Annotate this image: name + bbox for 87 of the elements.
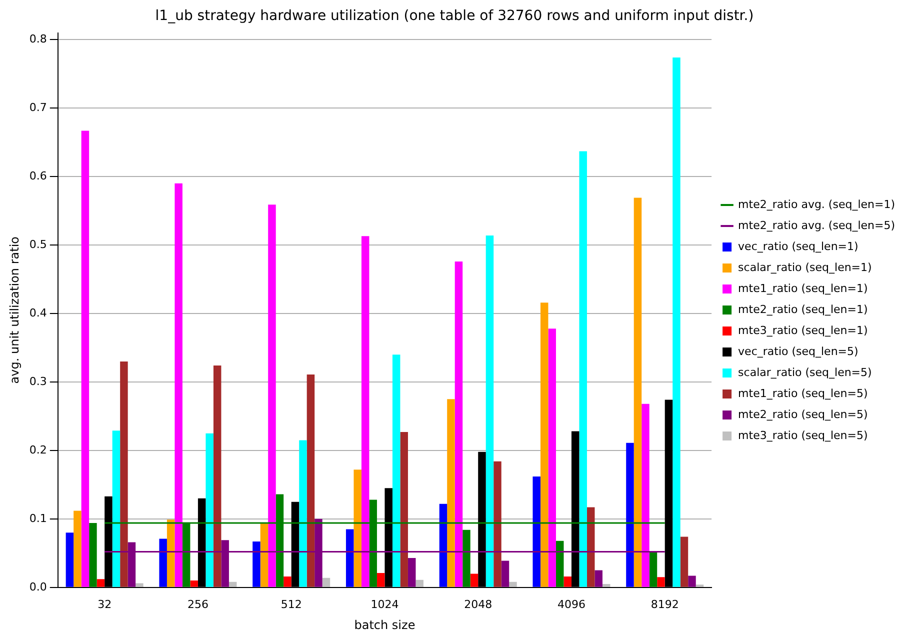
x-tick-label: 32 [98, 598, 112, 611]
bar [579, 151, 587, 587]
bar [540, 302, 548, 587]
bar [509, 582, 517, 587]
legend-label: vec_ratio (seq_len=5) [738, 344, 858, 358]
bar [81, 130, 90, 587]
legend-label: mte2_ratio (seq_len=1) [738, 302, 868, 316]
x-axis-title: batch size [354, 618, 416, 632]
bar [447, 399, 455, 587]
bar [120, 361, 128, 587]
bar [96, 579, 105, 587]
y-tick-label: 0.6 [29, 169, 47, 182]
y-tick-label: 0.7 [29, 100, 47, 114]
bar [376, 573, 385, 587]
bar [206, 433, 214, 587]
x-tick-label: 512 [280, 598, 302, 611]
bar [252, 542, 260, 587]
x-tick-label: 2048 [464, 598, 492, 611]
y-tick-label: 0.2 [29, 443, 47, 456]
bar [166, 520, 175, 587]
bar [486, 235, 494, 587]
x-tick-label: 1024 [370, 598, 399, 611]
bar [649, 552, 658, 587]
bar [190, 580, 198, 587]
bar [532, 476, 540, 587]
bar [284, 576, 292, 587]
bar [602, 584, 610, 587]
bar [322, 578, 330, 587]
bar [556, 540, 564, 587]
y-tick-label: 0.5 [29, 238, 47, 251]
bar [470, 574, 478, 587]
legend-label: mte3_ratio (seq_len=5) [738, 428, 868, 442]
bar [439, 504, 448, 587]
bar [454, 261, 463, 587]
bar [672, 57, 680, 587]
bar [657, 577, 665, 587]
bar [136, 583, 144, 587]
legend-label: mte1_ratio (seq_len=5) [738, 386, 868, 400]
y-tick-label: 0.0 [29, 580, 47, 594]
bar [462, 530, 470, 587]
bar [564, 576, 572, 587]
legend-label: mte3_ratio (seq_len=1) [738, 324, 868, 337]
bar [501, 560, 510, 587]
bar [680, 536, 688, 587]
bar [306, 374, 315, 587]
x-tick-label: 256 [187, 598, 208, 611]
y-tick-label: 0.8 [29, 32, 47, 46]
bar [159, 538, 167, 587]
legend-label: vec_ratio (seq_len=1) [738, 240, 858, 253]
bar [548, 328, 556, 587]
bar [354, 470, 362, 587]
y-tick-label: 0.4 [29, 306, 47, 320]
bar [213, 366, 222, 587]
y-tick-label: 0.1 [29, 512, 47, 525]
bar [416, 580, 424, 587]
bar [299, 440, 307, 587]
legend-label: mte1_ratio (seq_len=1) [738, 282, 868, 295]
bar [494, 461, 502, 587]
bar [112, 430, 120, 587]
legend-label: scalar_ratio (seq_len=1) [738, 260, 872, 274]
bar [688, 576, 696, 587]
bar [228, 582, 237, 587]
bar [174, 183, 182, 587]
bar [268, 204, 276, 587]
bar [642, 404, 650, 587]
bar [594, 570, 602, 587]
bar [634, 198, 642, 587]
bar [346, 529, 354, 587]
bar [361, 236, 370, 587]
bar [400, 432, 408, 587]
bar [74, 510, 82, 587]
bar [586, 507, 595, 587]
y-axis-title: avg. unit utilization ratio [7, 236, 22, 384]
bar [408, 558, 416, 587]
chart-title: l1_ub strategy hardware utilization (one table of 32760 rows and uniform input distr.) [155, 8, 754, 24]
y-tick-label: 0.3 [29, 374, 47, 388]
bar [626, 442, 634, 587]
legend-label: scalar_ratio (seq_len=5) [738, 366, 872, 379]
bar [66, 532, 74, 587]
x-tick-label: 4096 [557, 598, 586, 611]
bar [89, 523, 97, 587]
legend-label: mte2_ratio (seq_len=5) [738, 408, 868, 421]
x-tick-label: 8192 [650, 598, 679, 611]
legend-label: mte2_ratio avg. (seq_len=5) [738, 218, 896, 232]
bar [260, 523, 268, 587]
bar [392, 354, 400, 587]
legend-label: mte2_ratio avg. (seq_len=1) [738, 198, 896, 211]
